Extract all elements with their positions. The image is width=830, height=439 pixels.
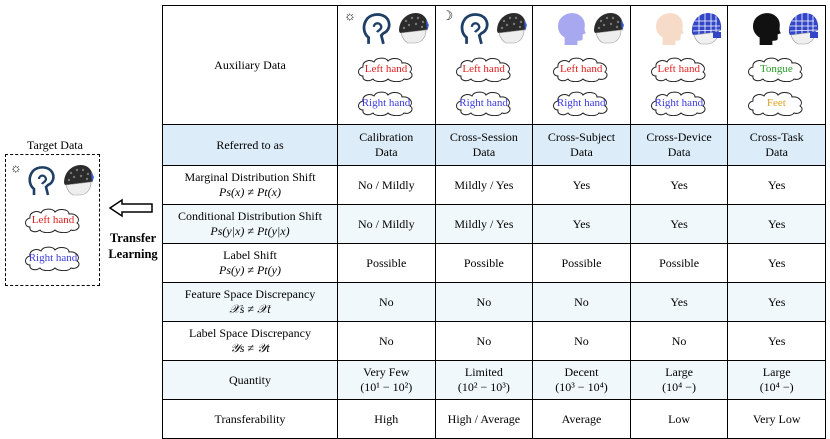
outline-head-icon (28, 166, 55, 196)
blue-cap-icon (789, 13, 819, 45)
table-cell: Yes (629, 165, 729, 205)
moon-icon: ☽ (441, 8, 454, 23)
aux-cell: Left hand Right hand (629, 5, 729, 125)
table-cell: Very Few (10¹ − 10²) (337, 360, 436, 400)
table-cell: Yes (727, 243, 826, 283)
auxiliary-data-row: Auxiliary Data ☼ Left hand Right hand ☽ Lef… (162, 5, 826, 125)
aux-cloud-bottom: Right hand (550, 90, 612, 116)
table-cell: Mildly / Yes (434, 165, 534, 205)
row-label: Label Shift Ps(y) ≠ Pt(y) (162, 243, 338, 283)
table-cell: Yes (629, 204, 729, 244)
table-row: Conditional Distribution Shift Ps(y|x) ≠ … (162, 204, 826, 244)
row-label: Feature Space Discrepancy 𝒳s ≠ 𝒳t (162, 282, 338, 322)
aux-cell: ☽ Left hand Right hand (434, 5, 534, 125)
eeg-cap-icon (594, 13, 625, 44)
row-label: Label Space Discrepancy 𝒴s ≠ 𝒴t (162, 321, 338, 361)
row-label: Quantity (162, 360, 338, 400)
table-cell: Very Low (727, 399, 826, 439)
table-cell: Possible (434, 243, 534, 283)
target-data-title: Target Data (27, 138, 83, 152)
row-label: Marginal Distribution Shift Ps(x) ≠ Pt(x) (162, 165, 338, 205)
table-cell: No (629, 321, 729, 361)
table-cell: Decent (10³ − 10⁴) (532, 360, 631, 400)
table-row: Feature Space Discrepancy 𝒳s ≠ 𝒳t No No No Ye… (162, 282, 826, 322)
row-label: Conditional Distribution Shift Ps(y|x) ≠ … (162, 204, 338, 244)
table-row: Transferability High High / Average Average… (162, 399, 826, 439)
aux-cloud-bottom: Right hand (648, 90, 710, 116)
table-cell: Calibration Data (337, 124, 436, 166)
auxiliary-data-header: Auxiliary Data (162, 5, 338, 125)
table-cell: Cross-Session Data (434, 124, 534, 166)
table-row: Marginal Distribution Shift Ps(x) ≠ Pt(x)… (162, 165, 826, 205)
table-row: Label Shift Ps(y) ≠ Pt(y) Possible Possible… (162, 243, 826, 283)
lavender-head-icon (558, 13, 587, 45)
aux-cloud-top: Left hand (355, 56, 417, 82)
outline-head-icon (362, 13, 391, 45)
aux-cloud-bottom: Right hand (355, 90, 417, 116)
table-cell: No (532, 282, 631, 322)
outline-head-icon (460, 13, 489, 45)
target-cloud-right-hand: Right hand (22, 245, 84, 271)
aux-cloud-top: Tongue (745, 56, 807, 82)
transfer-learning-label: Transfer Learning (108, 231, 158, 261)
table-cell: Cross-Task Data (727, 124, 826, 166)
peach-head-icon (655, 13, 684, 45)
table-cell: Yes (629, 282, 729, 322)
table-cell: No (434, 321, 534, 361)
table-cell: No (337, 321, 436, 361)
table-cell: Limited (10² − 10³) (434, 360, 534, 400)
table-cell: Average (532, 399, 631, 439)
aux-cloud-top: Left hand (648, 56, 710, 82)
left-arrow-icon (108, 198, 153, 218)
table-cell: Mildly / Yes (434, 204, 534, 244)
table-cell: Possible (629, 243, 729, 283)
sun-icon: ☼ (344, 8, 356, 23)
row-label: Transferability (162, 399, 338, 439)
eeg-cap-icon (496, 13, 527, 44)
table-cell: Yes (532, 204, 631, 244)
aux-cell: Tongue Feet (727, 5, 826, 125)
aux-cloud-top: Left hand (453, 56, 515, 82)
table-cell: Large (10⁴ −) (727, 360, 826, 400)
table-cell: Cross-Device Data (629, 124, 729, 166)
table-cell: Yes (532, 165, 631, 205)
table-cell: Possible (337, 243, 436, 283)
aux-cloud-bottom: Feet (745, 90, 807, 116)
sun-icon: ☼ (10, 160, 22, 175)
table-cell: High (337, 399, 436, 439)
table-cell: No (434, 282, 534, 322)
table-cell: Yes (727, 204, 826, 244)
table-cell: No / Mildly (337, 165, 436, 205)
table-cell: Yes (727, 165, 826, 205)
table-cell: Cross-Subject Data (532, 124, 631, 166)
target-data-box: ☼ Left hand Right hand (5, 154, 100, 286)
blue-cap-icon (691, 13, 721, 45)
table-cell: Yes (727, 282, 826, 322)
comparison-table: Auxiliary Data ☼ Left hand Right hand ☽ Lef… (162, 5, 826, 439)
table-cell: High / Average (434, 399, 534, 439)
table-row: Quantity Very Few (10¹ − 10²) Limited (10² −… (162, 360, 826, 400)
table-cell: Possible (532, 243, 631, 283)
row-label: Referred to as (162, 124, 338, 166)
aux-cloud-top: Left hand (550, 56, 612, 82)
eeg-cap-icon (399, 13, 429, 44)
table-row: Referred to as Calibration Data Cross-Sessi… (162, 124, 826, 166)
table-cell: No (532, 321, 631, 361)
black-head-icon (753, 13, 782, 45)
table-cell: Yes (727, 321, 826, 361)
aux-cell: Left hand Right hand (532, 5, 631, 125)
aux-cell: ☼ Left hand Right hand (337, 5, 436, 125)
table-cell: No / Mildly (337, 204, 436, 244)
eeg-cap-icon (64, 165, 94, 196)
target-cloud-left-hand: Left hand (22, 207, 84, 233)
table-row: Label Space Discrepancy 𝒴s ≠ 𝒴t No No No No Ye… (162, 321, 826, 361)
table-cell: No (337, 282, 436, 322)
table-cell: Low (629, 399, 729, 439)
table-cell: Large (10⁴ −) (629, 360, 729, 400)
aux-cloud-bottom: Right hand (453, 90, 515, 116)
